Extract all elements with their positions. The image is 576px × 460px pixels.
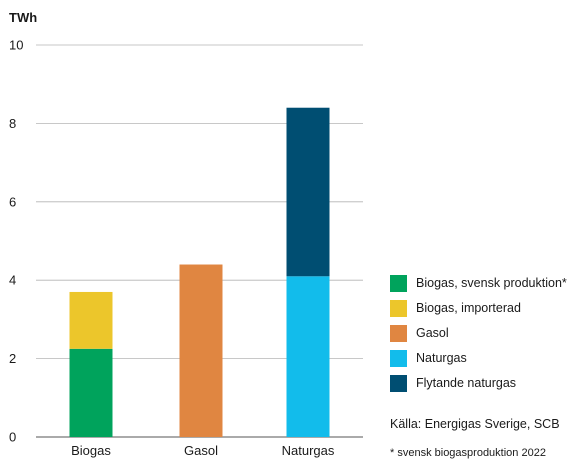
legend-swatch <box>390 374 407 392</box>
legend-swatch <box>390 299 407 317</box>
x-tick-labels: Biogas Gasol Naturgas <box>71 443 335 458</box>
legend-item: Naturgas <box>390 348 576 368</box>
y-axis-label: TWh <box>9 10 37 25</box>
x-tick-label: Biogas <box>71 443 111 458</box>
legend-label: Biogas, importerad <box>416 301 521 315</box>
legend-swatch <box>390 274 407 292</box>
footnote: * svensk biogasproduktion 2022 <box>390 447 546 459</box>
bar-segment <box>69 291 113 349</box>
bar-segment <box>179 264 223 437</box>
y-tick-label: 8 <box>9 116 16 131</box>
y-tick-label: 0 <box>9 430 16 445</box>
legend-label: Flytande naturgas <box>416 376 517 390</box>
legend-label: Gasol <box>416 326 449 340</box>
legend-item: Biogas, svensk produktion* <box>390 273 576 293</box>
legend-label: Naturgas <box>416 351 467 365</box>
bar-segment <box>286 107 330 277</box>
bars <box>69 107 330 437</box>
bar-segment <box>286 276 330 437</box>
y-tick-label: 10 <box>9 38 23 53</box>
legend-item: Gasol <box>390 323 576 343</box>
legend-item: Biogas, importerad <box>390 298 576 318</box>
legend-swatch <box>390 349 407 367</box>
x-tick-label: Naturgas <box>282 443 335 458</box>
bar-segment <box>69 348 113 437</box>
y-tick-label: 2 <box>9 351 16 366</box>
source-note: Källa: Energigas Sverige, SCB <box>390 417 560 431</box>
y-tick-label: 6 <box>9 194 16 209</box>
y-tick-labels: 0 2 4 6 8 10 <box>9 38 23 445</box>
legend-item: Flytande naturgas <box>390 373 576 393</box>
x-tick-label: Gasol <box>184 443 218 458</box>
y-tick-label: 4 <box>9 273 16 288</box>
legend-swatch <box>390 324 407 342</box>
legend: Biogas, svensk produktion* Biogas, import… <box>390 273 576 398</box>
legend-label: Biogas, svensk produktion* <box>416 276 567 290</box>
